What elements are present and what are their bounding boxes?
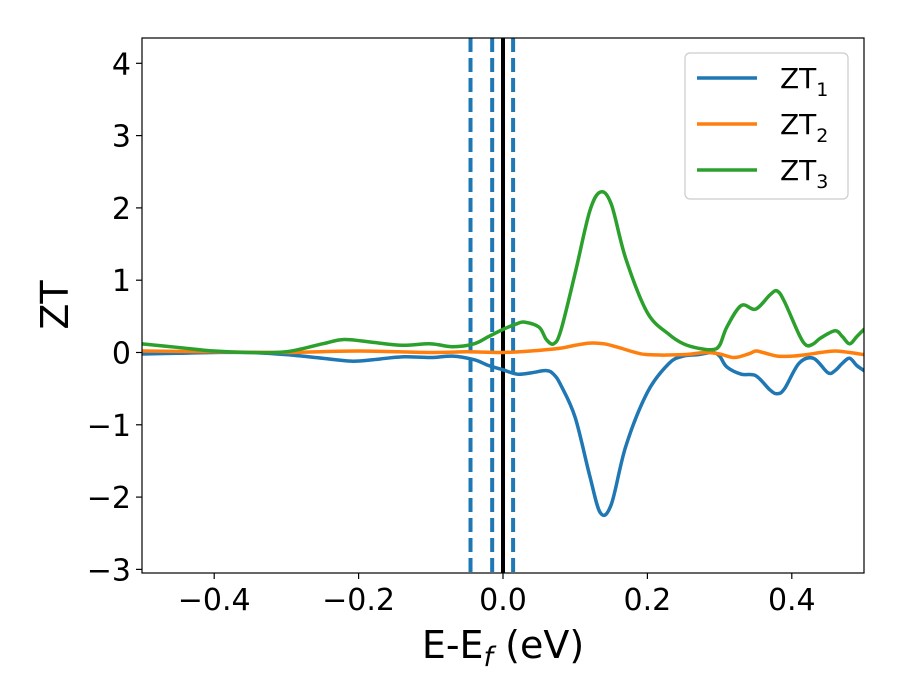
y-tick-label: 0: [112, 336, 131, 371]
x-tick-label: −0.2: [322, 583, 395, 618]
y-axis-ticks: −3 −2 −1 0 1 2 3 4: [87, 47, 142, 588]
plot-area: [141, 37, 865, 574]
legend-label-zt3: ZT3: [780, 154, 828, 193]
y-tick-label: −2: [87, 481, 131, 516]
y-tick-label: 2: [112, 192, 131, 227]
legend-label-zt1: ZT1: [780, 62, 828, 101]
y-axis-label: ZT: [33, 280, 77, 330]
x-axis-ticks: −0.4 −0.2 0.0 0.2 0.4: [178, 573, 816, 618]
series-line-zt3: [142, 189, 864, 355]
y-tick-label: 3: [112, 120, 131, 155]
y-tick-label: −1: [87, 409, 131, 444]
series-lines: [142, 189, 864, 518]
series-line-zt1: [142, 350, 864, 518]
y-tick-label: 4: [112, 47, 131, 82]
y-tick-label: 1: [112, 264, 131, 299]
x-axis-label: E-Ef (eV): [422, 623, 584, 673]
x-tick-label: 0.2: [624, 583, 672, 618]
x-tick-label: 0.4: [768, 583, 816, 618]
x-tick-label: 0.0: [479, 583, 527, 618]
x-tick-label: −0.4: [178, 583, 251, 618]
y-tick-label: −3: [87, 553, 131, 588]
series-line-zt2: [142, 341, 864, 360]
legend-label-zt2: ZT2: [780, 108, 828, 147]
reference-lines: [468, 38, 516, 573]
legend-box: [684, 52, 849, 200]
legend: ZT1 ZT2 ZT3: [684, 52, 849, 200]
